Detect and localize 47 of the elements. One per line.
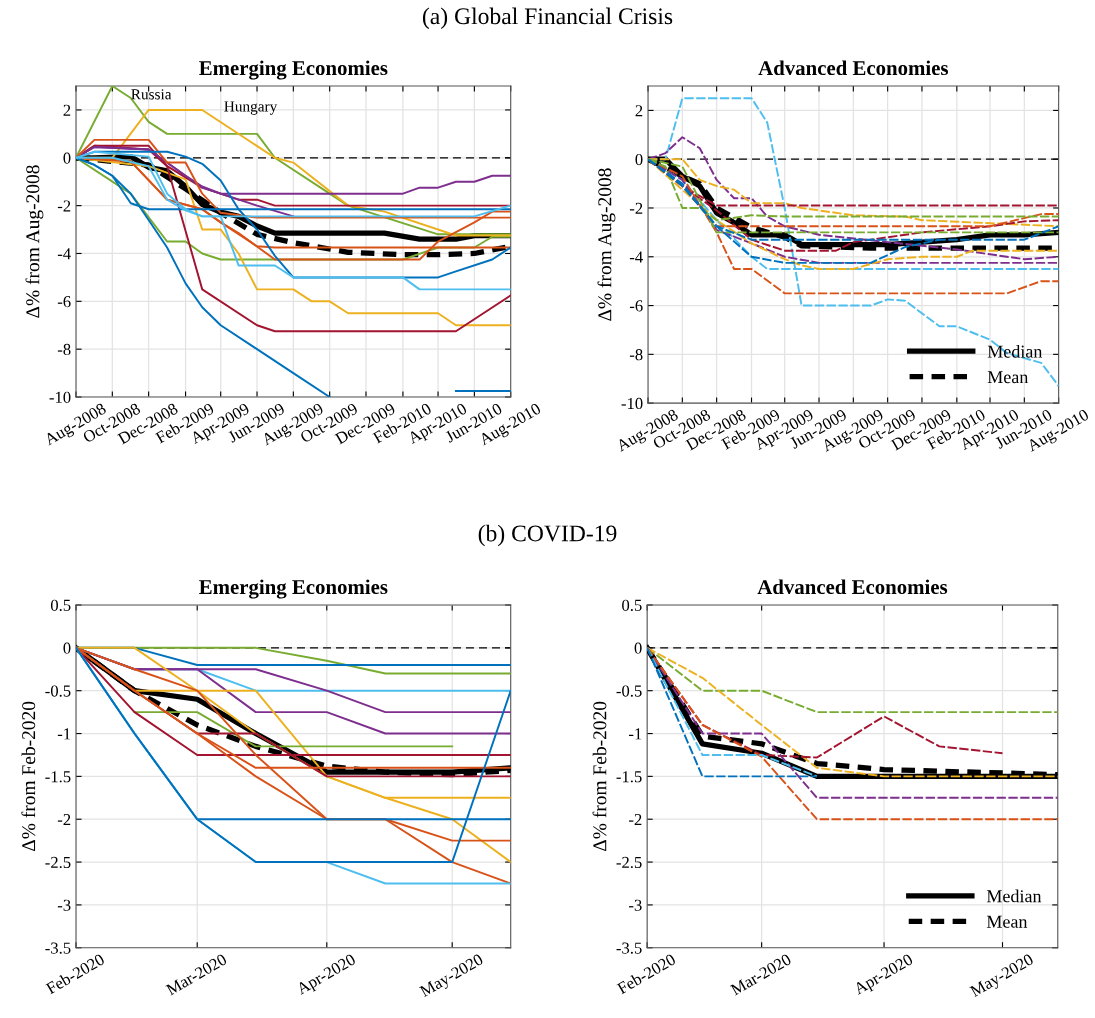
y-tick-label: -2 (629, 202, 643, 214)
y-tick-label: -6 (57, 296, 71, 308)
y-tick-label: -4 (57, 248, 71, 260)
y-tick-label: -2.5 (616, 856, 642, 869)
annotation: Russia (131, 89, 172, 100)
y-tick-label: 2 (635, 105, 643, 117)
y-axis-title: Δ% from Aug-2008 (25, 165, 44, 318)
annotation: Hungary (224, 101, 278, 115)
y-tick-label: -3 (629, 899, 642, 911)
y-axis-title: Δ% from Feb-2020 (592, 701, 607, 852)
y-tick-label: 0 (635, 153, 643, 166)
y-tick-label: -0.5 (616, 685, 642, 697)
chart-title: Emerging Economies (199, 579, 388, 599)
y-tick-label: -8 (629, 349, 643, 361)
y-tick-label: -0.5 (45, 685, 71, 697)
y-tick-label: -6 (629, 300, 643, 312)
text: (a) Global Financial Crisis (422, 7, 673, 30)
y-tick-label: -1.5 (45, 771, 71, 783)
y-axis-title: Δ% from Feb-2020 (21, 701, 36, 852)
y-tick-label: -3 (57, 899, 71, 911)
y-tick-label: 0 (63, 152, 71, 164)
y-tick-label: 0 (63, 642, 71, 654)
y-tick-label: 2 (63, 104, 71, 116)
y-tick-label: 0.5 (622, 599, 642, 612)
y-tick-label: -10 (621, 397, 643, 410)
y-tick-label: -1.5 (616, 771, 642, 783)
chart-title: Advanced Economies (757, 579, 948, 595)
y-tick-label: 0 (634, 642, 642, 654)
y-tick-label: -3.5 (45, 942, 71, 954)
y-tick-label: -1 (629, 728, 642, 740)
y-tick-label: 0.5 (50, 599, 71, 612)
chart-title: Advanced Economies (758, 60, 949, 76)
y-tick-label: -2.5 (45, 856, 71, 869)
legend-label: Median (986, 889, 1042, 903)
y-tick-label: -1 (57, 728, 71, 740)
legend-label: Mean (986, 915, 1028, 928)
y-tick-label: -3.5 (616, 942, 642, 954)
y-tick-label: -2 (57, 200, 71, 212)
y-tick-label: -8 (57, 343, 71, 356)
y-tick-label: -2 (57, 813, 71, 826)
y-tick-label: -4 (629, 251, 643, 263)
y-tick-label: -10 (49, 391, 71, 403)
y-axis-title: Δ% from Aug-2008 (597, 168, 616, 321)
text: (b) COVID-19 (478, 524, 617, 547)
legend-label: Mean (987, 371, 1029, 384)
chart-title: Emerging Economies (199, 60, 388, 80)
y-tick-label: -2 (629, 813, 642, 826)
